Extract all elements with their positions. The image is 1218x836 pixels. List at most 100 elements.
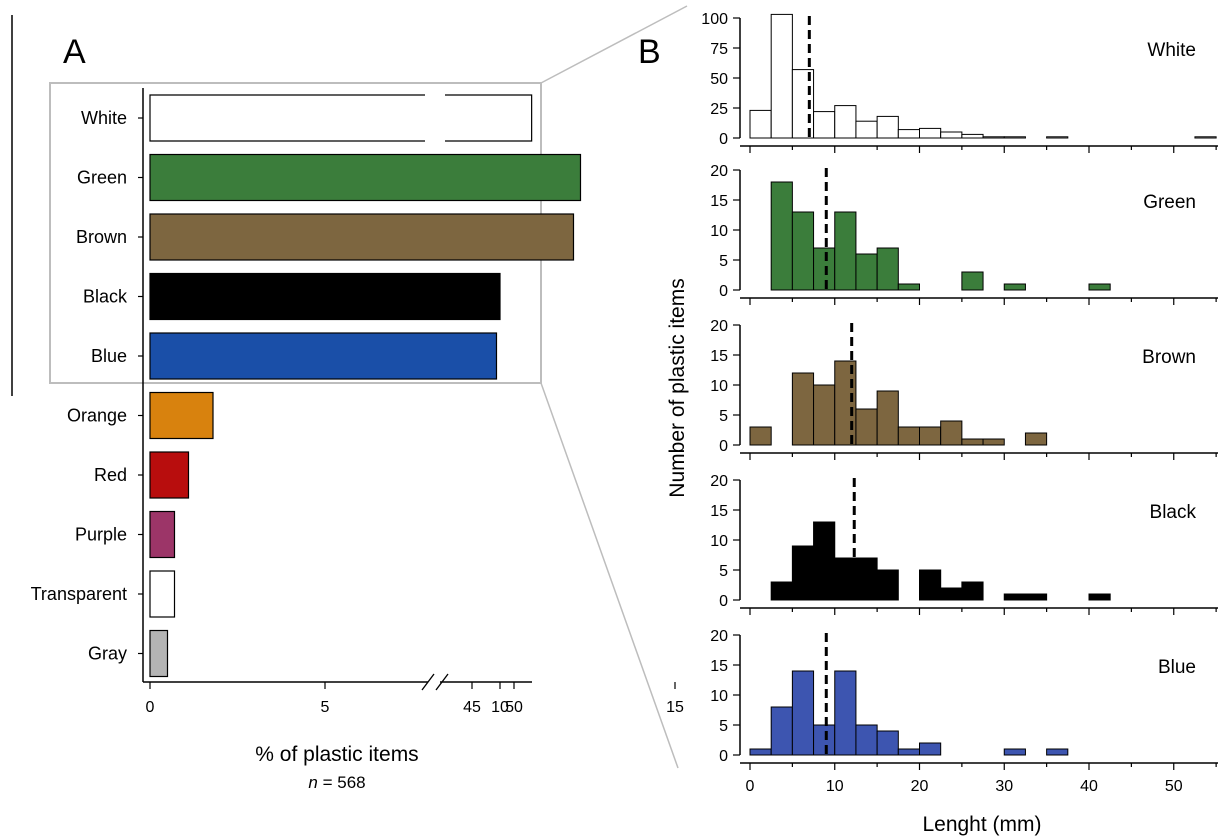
y-tick-label-blue-15: 15 <box>710 658 728 675</box>
hist-bar-white-30 <box>1003 136 1026 139</box>
y-tick-label-black-20: 20 <box>710 473 728 490</box>
hist-bar-black-32_5 <box>1024 593 1048 601</box>
bar-outline-left-white <box>149 94 425 142</box>
y-tick-label-white-50: 50 <box>710 71 728 88</box>
category-label-green: Green <box>77 168 127 188</box>
hist-bar-green-7_5 <box>813 247 836 291</box>
histogram-white: 0 25 50 75 100 White <box>701 11 1218 153</box>
hist-bar-white-15 <box>876 115 899 139</box>
axis-break-mark-left <box>421 673 435 691</box>
bar-gray <box>149 629 169 678</box>
histogram-green: 0 5 10 15 20 Green <box>710 163 1218 305</box>
y-tick-label-black-15: 15 <box>710 503 728 520</box>
hist-bar-brown-17_5 <box>897 426 920 446</box>
x-tick-label-0: 0 <box>746 778 755 795</box>
bar-green <box>149 153 582 202</box>
y-tick-label-green-20: 20 <box>710 163 728 180</box>
hist-bar-black-40 <box>1088 593 1111 601</box>
x-tick-label-45: 45 <box>463 699 481 716</box>
panel-b-label: B <box>638 33 661 71</box>
category-label-white: White <box>81 108 127 128</box>
y-tick-label-green-10: 10 <box>710 223 728 240</box>
histogram-brown: 0 5 10 15 20 Brown <box>710 318 1218 460</box>
hist-bar-blue-7_5 <box>813 724 836 756</box>
hist-bar-green-17_5 <box>897 283 920 291</box>
panel-a-bar-chart: White Green Brown Black Blue Orange Red Purple T… <box>31 88 684 716</box>
hist-bar-black-5 <box>791 545 815 601</box>
histogram-black: 0 5 10 15 20 Black <box>710 473 1218 615</box>
hist-bar-blue-0 <box>749 748 772 756</box>
hist-bar-brown-7_5 <box>813 384 836 446</box>
hist-bar-blue-15 <box>876 730 899 756</box>
y-tick-label-blue-10: 10 <box>710 688 728 705</box>
panel-a-x-axis-title: % of plastic items <box>255 743 418 766</box>
axis-break-mark-right <box>435 673 449 691</box>
x-tick-label-40: 40 <box>1080 778 1098 795</box>
hist-bar-brown-25 <box>961 438 984 446</box>
y-tick-label-blue-5: 5 <box>719 718 728 735</box>
hist-bar-white-25 <box>961 133 984 139</box>
panel-b-histograms: 0255075100White05101520Green05101520Brow… <box>701 11 1218 795</box>
hist-bar-white-52_5 <box>1194 136 1217 139</box>
y-tick-label-green-5: 5 <box>719 253 728 270</box>
category-label-transparent: Transparent <box>31 584 127 604</box>
y-tick-label-blue-0: 0 <box>719 748 728 765</box>
category-label-gray: Gray <box>88 644 127 664</box>
x-tick-label-10: 10 <box>826 778 844 795</box>
y-tick-label-brown-10: 10 <box>710 378 728 395</box>
hist-bar-green-40 <box>1088 283 1111 291</box>
hist-bar-blue-12_5 <box>855 724 878 756</box>
histogram-label-white: White <box>1147 40 1196 61</box>
y-tick-label-brown-15: 15 <box>710 348 728 365</box>
y-tick-label-black-0: 0 <box>719 593 728 610</box>
hist-bar-brown-5 <box>791 372 815 446</box>
hist-bar-white-10 <box>834 105 857 139</box>
category-label-brown: Brown <box>76 227 127 247</box>
hist-bar-white-17_5 <box>897 129 920 139</box>
hist-bar-white-0 <box>749 109 772 139</box>
hist-bar-white-7_5 <box>813 111 836 139</box>
hist-bar-white-2_5 <box>770 13 793 139</box>
hist-bar-blue-30 <box>1003 748 1026 756</box>
y-tick-label-black-5: 5 <box>719 563 728 580</box>
hist-bar-white-12_5 <box>855 120 878 139</box>
x-tick-label-15: 15 <box>666 699 684 716</box>
hist-bar-white-22_5 <box>940 131 963 139</box>
histogram-label-brown: Brown <box>1142 347 1196 368</box>
bar-black <box>149 272 501 321</box>
hist-bar-brown-22_5 <box>940 420 963 446</box>
hist-bar-green-2_5 <box>770 181 793 291</box>
panel-a-label: A <box>63 33 86 71</box>
histogram-label-black: Black <box>1150 502 1197 523</box>
category-label-orange: Orange <box>67 406 127 426</box>
zoom-line-top <box>540 5 688 84</box>
hist-bar-blue-35 <box>1046 748 1069 756</box>
y-tick-label-white-0: 0 <box>719 131 728 148</box>
histogram-blue: 0 5 10 15 20 0 10 20 30 40 50 Blue <box>710 628 1218 795</box>
panel-a-sample-size: n = 568 <box>308 773 365 792</box>
hist-bar-white-20 <box>919 127 942 139</box>
x-tick-label-30: 30 <box>995 778 1013 795</box>
y-tick-label-green-0: 0 <box>719 283 728 300</box>
y-tick-label-white-100: 100 <box>701 11 728 28</box>
hist-bar-white-27_5 <box>982 136 1005 139</box>
x-tick-label-10: 10 <box>491 699 509 716</box>
category-label-blue: Blue <box>91 346 127 366</box>
x-tick-label-20: 20 <box>911 778 929 795</box>
hist-bar-green-25 <box>961 271 984 291</box>
x-tick-label-0: 0 <box>146 699 155 716</box>
bar-transparent <box>149 570 176 618</box>
category-label-purple: Purple <box>75 525 127 545</box>
category-label-black: Black <box>83 287 128 307</box>
y-tick-label-white-25: 25 <box>710 101 728 118</box>
x-tick-label-5: 5 <box>321 699 330 716</box>
hist-bar-green-15 <box>876 247 899 291</box>
hist-bar-blue-17_5 <box>897 748 920 756</box>
bar-white <box>150 95 532 141</box>
hist-bar-blue-20 <box>919 742 942 756</box>
hist-bar-green-30 <box>1003 283 1026 291</box>
hist-bar-black-12_5 <box>855 557 878 601</box>
histogram-label-blue: Blue <box>1158 657 1196 678</box>
bar-purple <box>149 510 176 559</box>
